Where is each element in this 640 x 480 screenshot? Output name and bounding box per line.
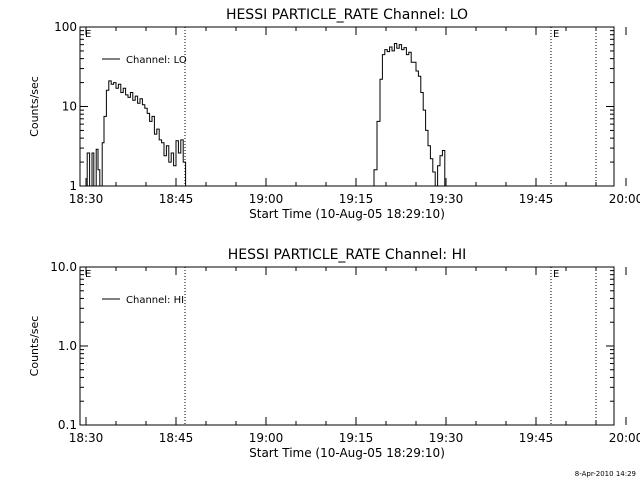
x-tick-label: 19:30: [429, 431, 464, 445]
x-tick-label: 19:15: [339, 431, 374, 445]
x-tick-label: 18:30: [69, 192, 104, 206]
marker-label: E: [553, 29, 559, 40]
marker-label: E: [553, 269, 559, 280]
x-tick-label: 19:45: [519, 192, 554, 206]
y-axis-label: Counts/sec: [28, 76, 41, 137]
x-tick-label: 19:30: [429, 192, 464, 206]
series-line: [84, 80, 187, 186]
chart-title: HESSI PARTICLE_RATE Channel: HI: [228, 247, 466, 263]
legend-entry: Channel: LO: [126, 55, 187, 66]
hi-channel-panel: HESSI PARTICLE_RATE Channel: HI Counts/se…: [28, 247, 640, 460]
footer-timestamp: 8-Apr-2010 14:29: [575, 470, 636, 478]
legend-entry: Channel: HI: [126, 295, 184, 306]
x-tick-label: 19:00: [249, 192, 284, 206]
x-tick-label: 18:45: [159, 431, 194, 445]
y-tick-label: 10: [62, 100, 77, 114]
x-axis-label: Start Time (10-Aug-05 18:29:10): [249, 446, 445, 460]
y-axis-label: Counts/sec: [28, 316, 41, 377]
x-tick-label: 20:00: [609, 192, 640, 206]
x-tick-label: 20:00: [609, 431, 640, 445]
marker-label: E: [85, 29, 91, 40]
y-tick-label: 100: [54, 20, 77, 34]
y-tick-label: 1: [69, 179, 77, 193]
x-tick-label: 19:00: [249, 431, 284, 445]
x-tick-label: 18:45: [159, 192, 194, 206]
chart-title: HESSI PARTICLE_RATE Channel: LO: [226, 7, 468, 23]
x-axis-label: Start Time (10-Aug-05 18:29:10): [249, 207, 445, 221]
series-line: [371, 43, 446, 186]
marker-label: E: [85, 269, 91, 280]
y-tick-label: 10.0: [50, 260, 77, 274]
plot-frame: [79, 266, 615, 426]
y-tick-label: 0.1: [58, 418, 77, 432]
x-tick-label: 18:30: [69, 431, 104, 445]
x-tick-label: 19:15: [339, 192, 374, 206]
x-tick-label: 19:45: [519, 431, 554, 445]
plot-frame: [79, 26, 615, 187]
lo-channel-panel: HESSI PARTICLE_RATE Channel: LO Counts/se…: [28, 7, 640, 221]
y-tick-label: 1.0: [58, 339, 77, 353]
